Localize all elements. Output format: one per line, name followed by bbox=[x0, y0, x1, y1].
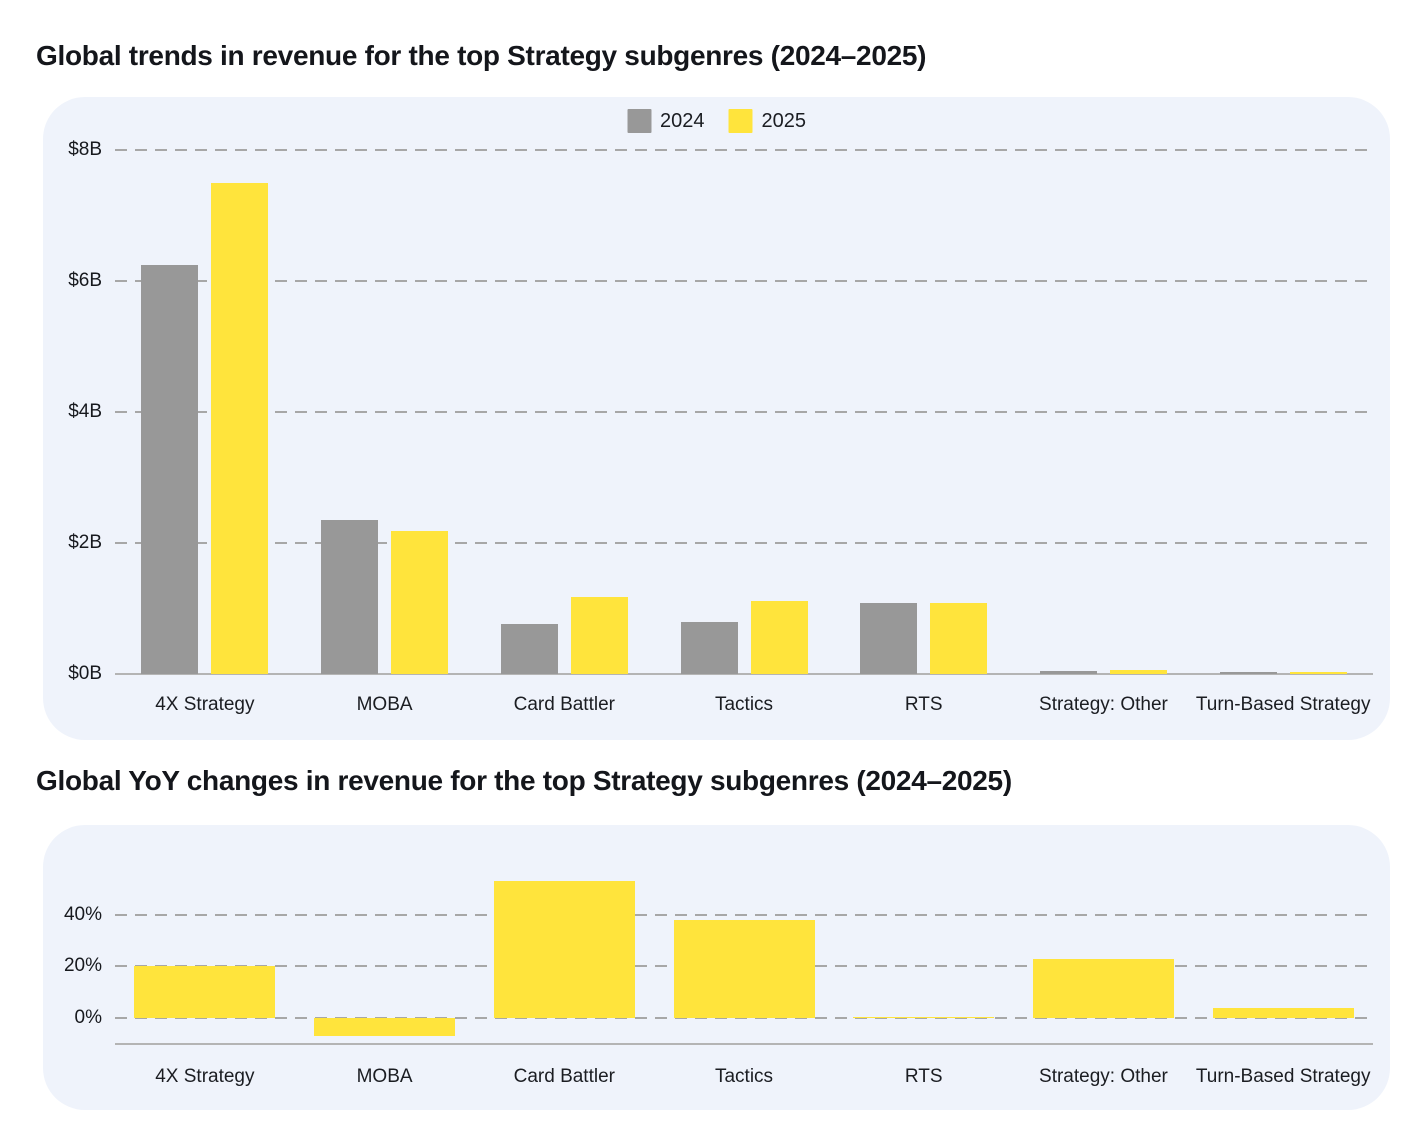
x-axis-label-strategy-other: Strategy: Other bbox=[1039, 1066, 1168, 1087]
bar-2025-moba bbox=[391, 530, 449, 674]
bar-yoy-change-moba bbox=[314, 1018, 456, 1037]
bar-2025-strategy-other bbox=[1109, 670, 1167, 674]
bar-yoy-change-turn-based-strategy bbox=[1212, 1007, 1354, 1019]
gridline-6b bbox=[115, 280, 1373, 282]
revenue-chart-title: Global trends in revenue for the top Str… bbox=[36, 40, 927, 71]
bar-2024-4x-strategy bbox=[141, 264, 199, 674]
gridline-40 bbox=[115, 913, 1373, 916]
gridline-4b bbox=[115, 411, 1373, 413]
y-axis-tick-0b: $0B bbox=[68, 663, 102, 684]
legend: 2024 2025 bbox=[627, 109, 806, 133]
gridline-2b bbox=[115, 542, 1373, 544]
x-axis-label-turn-based-strategy: Turn-Based Strategy bbox=[1195, 694, 1371, 715]
x-axis-label-card-battler: Card Battler bbox=[513, 694, 615, 715]
x-axis-label-moba: MOBA bbox=[356, 1066, 413, 1087]
x-axis-label-card-battler: Card Battler bbox=[513, 1066, 615, 1087]
y-axis-tick-4b: $4B bbox=[68, 401, 102, 422]
y-axis-tick-2b: $2B bbox=[68, 532, 102, 553]
x-axis-label-tactics: Tactics bbox=[714, 694, 774, 715]
bar-yoy-change-rts bbox=[853, 1016, 995, 1019]
legend-swatch-2024 bbox=[627, 109, 651, 133]
yoy-chart-title: Global YoY changes in revenue for the to… bbox=[36, 765, 1012, 796]
x-axis-label-turn-based-strategy: Turn-Based Strategy bbox=[1195, 1066, 1371, 1087]
revenue-plot-area: $0B $2B $4B $6B $8B bbox=[68, 139, 1373, 684]
bar-2025-4x-strategy bbox=[211, 182, 269, 674]
revenue-x-axis-labels: 4X Strategy MOBA Card Battler Tactics RTS Str… bbox=[115, 694, 1373, 716]
gridline-0 bbox=[115, 1017, 1373, 1020]
x-axis-line bbox=[115, 1043, 1373, 1045]
y-axis-tick-40: 40% bbox=[63, 903, 102, 925]
yoy-plot-area: 0% 20% 40% bbox=[64, 863, 1373, 1045]
y-axis-tick-0: 0% bbox=[74, 1007, 102, 1029]
bar-2025-rts bbox=[930, 602, 988, 674]
x-axis-label-tactics: Tactics bbox=[714, 1066, 774, 1087]
yoy-chart-panel: 0% 20% 40% 4X Strategy MOBA Card Battler Tact… bbox=[43, 825, 1390, 1110]
legend-item-2024: 2024 bbox=[627, 109, 705, 133]
gridline-8b bbox=[115, 149, 1373, 151]
revenue-chart-panel: 2024 2025 $0B $2B $4B $6B $8B 4X Strategy MOB… bbox=[43, 97, 1390, 740]
x-axis-label-strategy-other: Strategy: Other bbox=[1039, 694, 1168, 715]
bar-2024-rts bbox=[860, 603, 918, 674]
x-axis-label-rts: RTS bbox=[904, 694, 943, 715]
x-axis-line bbox=[115, 673, 1373, 675]
bar-2024-turn-based-strategy bbox=[1219, 672, 1277, 674]
bar-yoy-change-4x-strategy bbox=[134, 966, 276, 1019]
bar-2024-strategy-other bbox=[1039, 670, 1097, 674]
bar-yoy-change-strategy-other bbox=[1032, 958, 1174, 1019]
bar-yoy-change-card-battler bbox=[493, 881, 635, 1019]
y-axis-tick-20: 20% bbox=[63, 955, 102, 977]
x-axis-label-4x-strategy: 4X Strategy bbox=[155, 694, 255, 715]
bar-2025-tactics bbox=[750, 601, 808, 674]
bar-2025-turn-based-strategy bbox=[1289, 672, 1347, 674]
legend-label-2024: 2024 bbox=[660, 109, 705, 132]
bar-2024-tactics bbox=[680, 621, 738, 674]
bar-2024-moba bbox=[321, 520, 379, 674]
yoy-x-axis-labels: 4X Strategy MOBA Card Battler Tactics RTS Str… bbox=[115, 1066, 1373, 1088]
bar-yoy-change-tactics bbox=[673, 919, 815, 1019]
x-axis-label-moba: MOBA bbox=[356, 694, 413, 715]
x-axis-label-4x-strategy: 4X Strategy bbox=[155, 1066, 255, 1087]
legend-swatch-2025 bbox=[728, 109, 753, 133]
bar-2024-card-battler bbox=[500, 623, 558, 674]
legend-item-2025: 2025 bbox=[728, 109, 807, 133]
legend-label-2025: 2025 bbox=[761, 109, 807, 132]
x-axis-label-rts: RTS bbox=[904, 1066, 943, 1087]
y-axis-tick-8b: $8B bbox=[68, 139, 102, 160]
bar-2025-card-battler bbox=[570, 597, 628, 674]
y-axis-tick-6b: $6B bbox=[68, 270, 102, 291]
